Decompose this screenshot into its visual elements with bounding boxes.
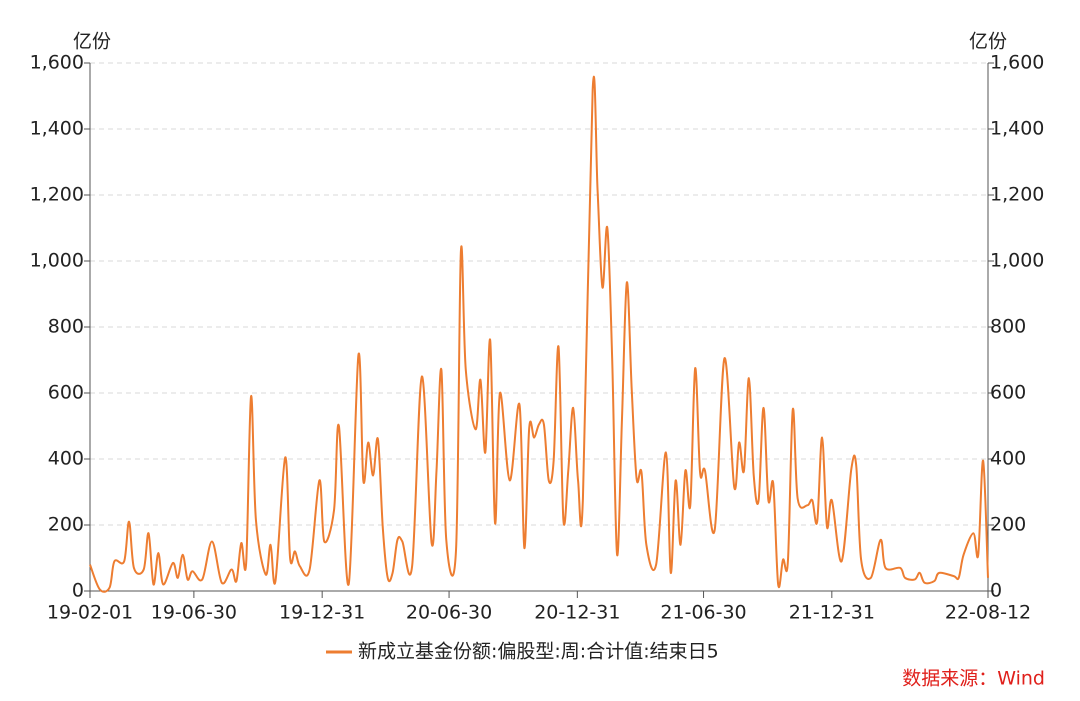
y-tick-label: 1,000	[30, 250, 84, 272]
y2-tick-label: 600	[990, 382, 1026, 404]
y-axis-label: 亿份	[73, 31, 111, 53]
y-tick-label: 400	[48, 448, 84, 470]
y2-tick-label: 1,400	[990, 118, 1044, 140]
line-series	[89, 75, 989, 593]
x-tick-label: 19-02-01	[47, 602, 133, 624]
y-tick-label: 0	[72, 580, 84, 602]
y2-tick-label: 400	[990, 448, 1026, 470]
y-tick-label: 1,200	[30, 184, 84, 206]
y-tick-label: 200	[48, 514, 84, 536]
y-tick-label: 800	[48, 316, 84, 338]
y2-tick-label: 1,600	[990, 52, 1044, 74]
x-tick-label: 21-12-31	[789, 602, 875, 624]
y2-tick-label: 800	[990, 316, 1026, 338]
x-tick-label: 20-12-31	[534, 602, 620, 624]
x-tick-label: 19-06-30	[151, 602, 237, 624]
legend-label: 新成立基金份额:偏股型:周:合计值:结束日5	[358, 641, 719, 663]
y-tick-label: 600	[48, 382, 84, 404]
y2-tick-label: 200	[990, 514, 1026, 536]
x-tick-label: 22-08-12	[945, 602, 1031, 624]
y-tick-label: 1,400	[30, 118, 84, 140]
y2-tick-label: 1,000	[990, 250, 1044, 272]
source-note: 数据来源：Wind	[902, 668, 1045, 690]
x-tick-label: 19-12-31	[279, 602, 365, 624]
y-tick-label: 1,600	[30, 52, 84, 74]
y2-axis-label: 亿份	[969, 31, 1007, 53]
x-tick-label: 21-06-30	[660, 602, 746, 624]
x-tick-label: 20-06-30	[406, 602, 492, 624]
y2-tick-label: 1,200	[990, 184, 1044, 206]
y2-tick-label: 0	[990, 580, 1002, 602]
